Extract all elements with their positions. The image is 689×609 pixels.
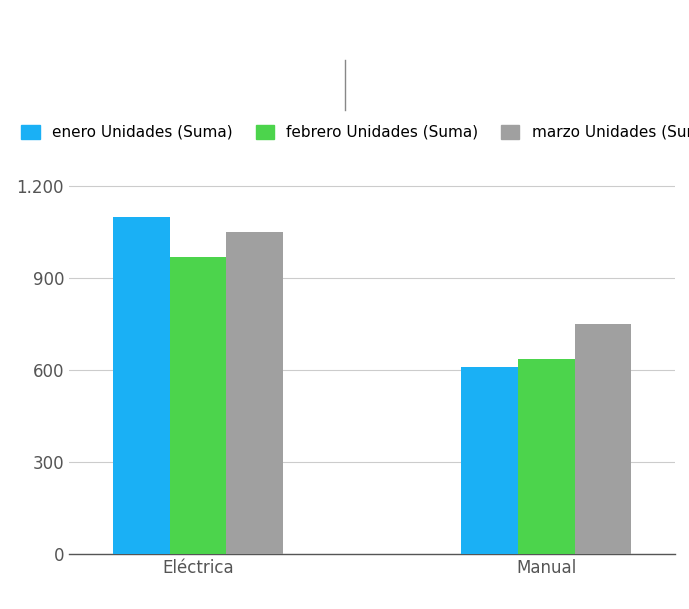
Bar: [518, 359, 575, 554]
Bar: [575, 324, 631, 554]
Legend: enero Unidades (Suma), febrero Unidades (Suma), marzo Unidades (Suma): enero Unidades (Suma), febrero Unidades …: [21, 125, 689, 140]
Bar: [113, 217, 169, 554]
Bar: [169, 256, 226, 554]
Bar: [461, 367, 518, 554]
Bar: [226, 232, 283, 554]
